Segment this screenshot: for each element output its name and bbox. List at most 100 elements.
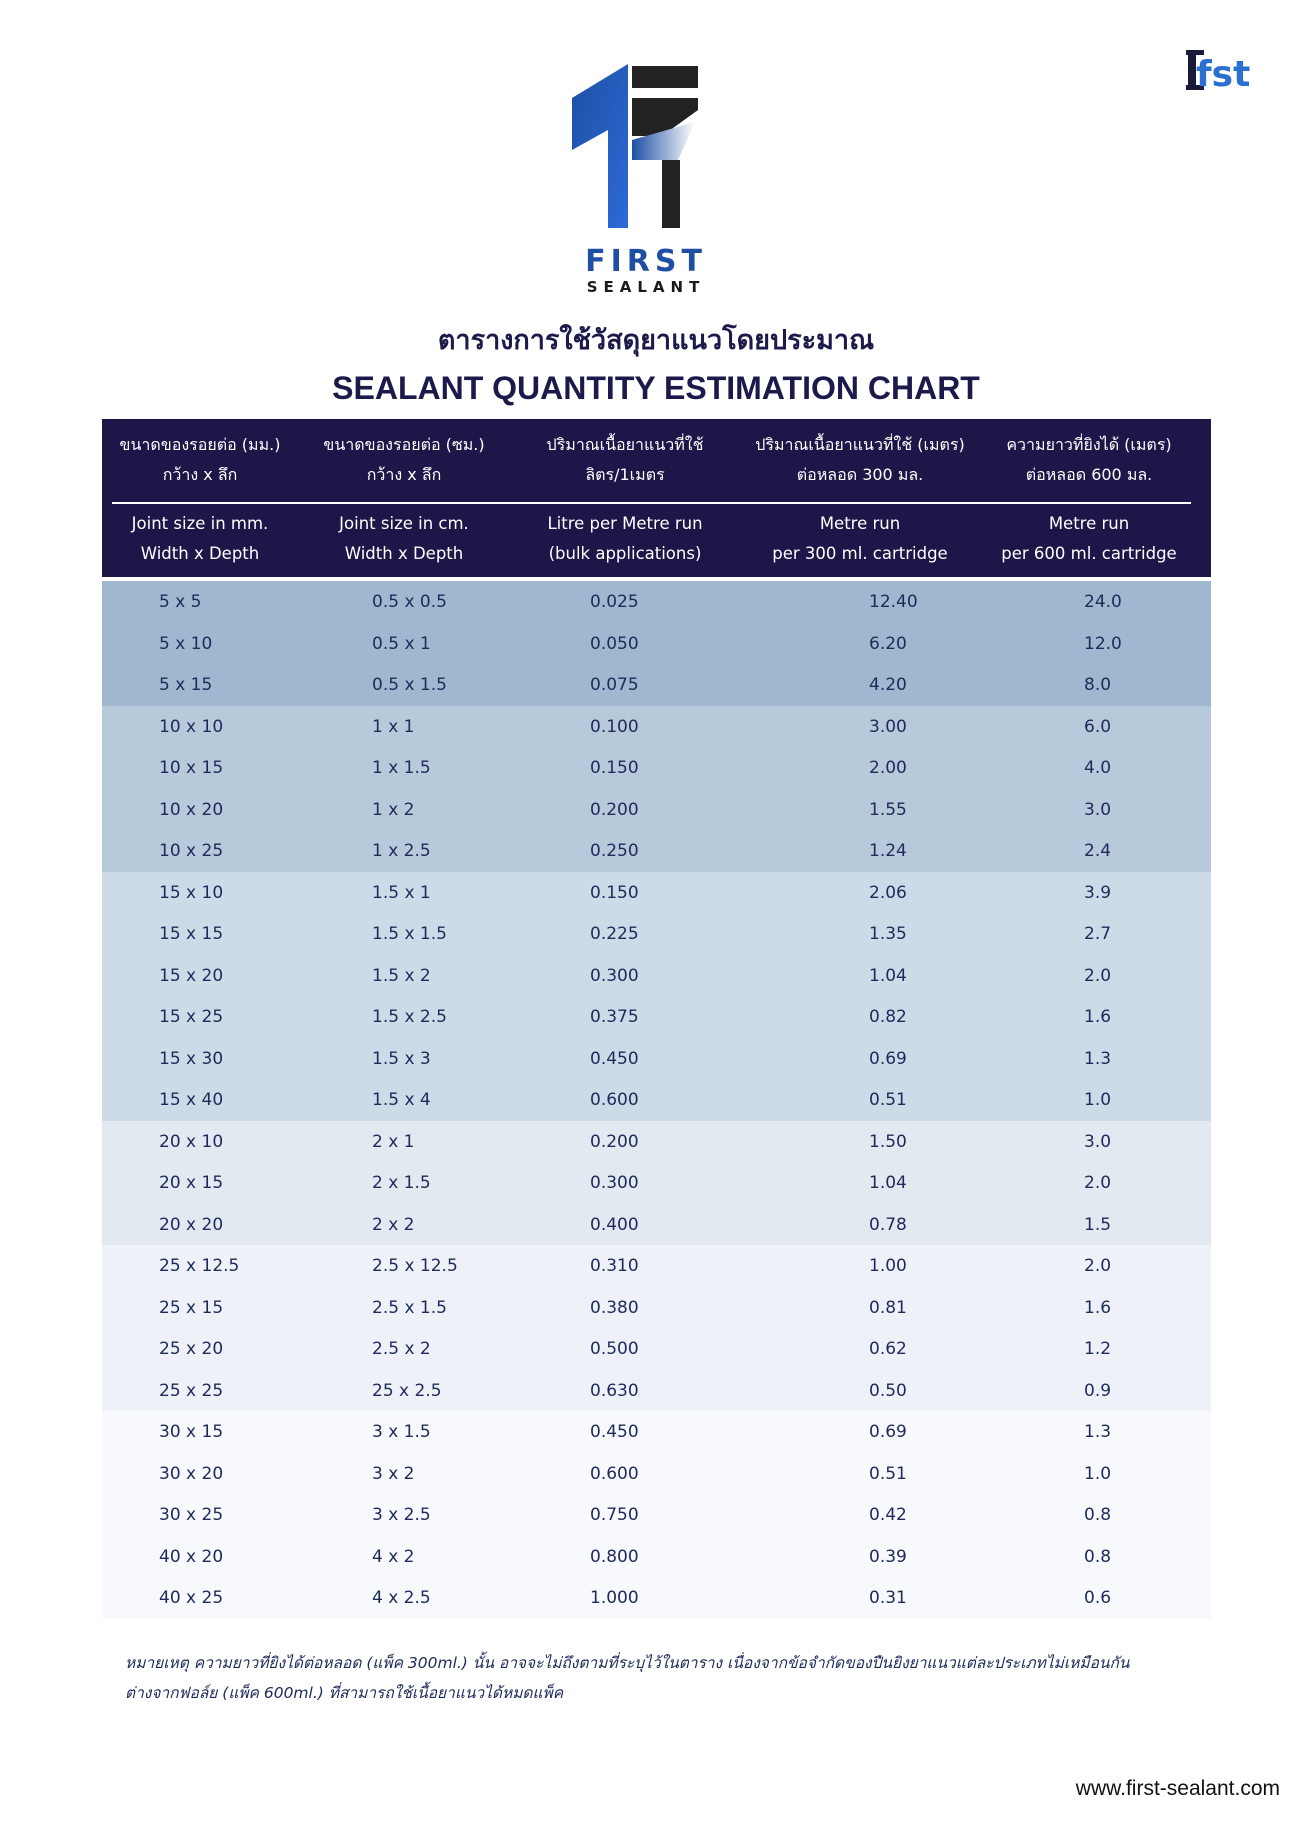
header-col-cm-thai: ขนาดของรอยต่อ (ซม.) กว้าง x ลึก [323, 435, 485, 484]
table-row: 25 x 20 2.5 x 2 0.500 0.62 1.2 [102, 1328, 1211, 1370]
table-row: 25 x 12.5 2.5 x 12.5 0.310 1.00 2.0 [102, 1245, 1211, 1287]
cell-litre-per-metre: 0.380 [590, 1297, 639, 1318]
cell-joint-mm: 25 x 15 [159, 1297, 224, 1318]
cell-metre-per-300ml: 2.00 [869, 758, 907, 778]
table-row: 15 x 40 1.5 x 4 0.600 0.51 1.0 [102, 1079, 1211, 1121]
cell-joint-cm: 0.5 x 1.5 [372, 675, 447, 695]
cell-metre-per-600ml: 8.0 [1084, 675, 1112, 695]
cell-litre-per-metre: 0.400 [590, 1214, 639, 1235]
cell-metre-per-300ml: 1.04 [869, 1173, 907, 1193]
table-row: 10 x 15 1 x 1.5 0.150 2.00 4.0 [102, 747, 1211, 789]
cell-metre-per-600ml: 24.0 [1084, 592, 1122, 612]
cell-joint-mm: 30 x 15 [159, 1422, 224, 1442]
cell-metre-per-600ml: 1.0 [1084, 1463, 1112, 1484]
cell-metre-per-600ml: 2.0 [1084, 1256, 1112, 1276]
cell-joint-mm: 40 x 20 [159, 1546, 224, 1567]
page-title-thai: ตารางการใช้วัสดุยาแนวโดยประมาณ [437, 325, 875, 356]
table-row: 20 x 10 2 x 1 0.200 1.50 3.0 [102, 1120, 1211, 1162]
cell-litre-per-metre: 0.500 [590, 1339, 639, 1359]
cell-litre-per-metre: 1.000 [590, 1588, 639, 1608]
cell-joint-cm: 3 x 2.5 [372, 1505, 431, 1525]
brand-name-sealant: SEALANT [586, 278, 706, 296]
cell-metre-per-600ml: 3.0 [1084, 1131, 1112, 1152]
cell-litre-per-metre: 0.025 [590, 592, 639, 612]
cell-metre-per-300ml: 0.69 [869, 1048, 907, 1069]
cell-metre-per-600ml: 1.5 [1084, 1214, 1112, 1235]
cell-metre-per-600ml: 3.9 [1084, 882, 1112, 903]
footnote-line-2: ต่างจากฟอล์ย (แพ็ค 600ml.) ที่สามารถใช้เ… [125, 1684, 564, 1702]
cell-joint-cm: 2.5 x 12.5 [372, 1256, 458, 1276]
cell-metre-per-600ml: 1.3 [1084, 1422, 1112, 1442]
table-row: 10 x 10 1 x 1 0.100 3.00 6.0 [102, 705, 1211, 747]
cell-litre-per-metre: 0.075 [590, 675, 639, 695]
cell-metre-per-600ml: 2.7 [1084, 924, 1112, 944]
cell-joint-cm: 3 x 1.5 [372, 1422, 431, 1442]
cell-litre-per-metre: 0.450 [590, 1048, 639, 1069]
table-row: 10 x 25 1 x 2.5 0.250 1.24 2.4 [102, 830, 1211, 872]
cell-joint-mm: 20 x 15 [159, 1173, 224, 1193]
table-row: 5 x 5 0.5 x 0.5 0.025 12.40 24.0 [102, 581, 1211, 623]
cell-litre-per-metre: 0.225 [590, 924, 639, 944]
cell-joint-mm: 30 x 20 [159, 1463, 224, 1484]
cell-metre-per-600ml: 0.8 [1084, 1546, 1112, 1567]
cell-joint-mm: 15 x 10 [159, 882, 224, 903]
table-row: 25 x 15 2.5 x 1.5 0.380 0.81 1.6 [102, 1286, 1211, 1328]
cell-metre-per-600ml: 0.9 [1084, 1380, 1112, 1401]
cell-metre-per-300ml: 0.31 [869, 1588, 907, 1608]
cell-metre-per-300ml: 0.50 [869, 1380, 907, 1401]
table-body: 5 x 5 0.5 x 0.5 0.025 12.40 24.0 5 x 10 0.5 x … [102, 581, 1211, 1619]
cell-metre-per-600ml: 1.2 [1084, 1339, 1112, 1359]
cell-joint-cm: 0.5 x 0.5 [372, 592, 447, 612]
table-row: 15 x 10 1.5 x 1 0.150 2.06 3.9 [102, 871, 1211, 913]
brand-name-first: FIRST [585, 244, 707, 279]
cell-metre-per-600ml: 6.0 [1084, 716, 1112, 737]
cell-metre-per-600ml: 2.0 [1084, 1173, 1112, 1193]
header-col-cm-english: Joint size in cm. Width x Depth [339, 514, 469, 563]
cell-joint-mm: 40 x 25 [159, 1588, 224, 1608]
cell-joint-mm: 15 x 15 [159, 924, 224, 944]
cell-joint-mm: 15 x 20 [159, 965, 224, 986]
cell-litre-per-metre: 0.750 [590, 1505, 639, 1525]
table-row: 10 x 20 1 x 2 0.200 1.55 3.0 [102, 788, 1211, 830]
cell-metre-per-300ml: 1.04 [869, 965, 907, 986]
cell-joint-cm: 1 x 2.5 [372, 841, 431, 861]
cell-litre-per-metre: 0.310 [590, 1256, 639, 1276]
cell-joint-mm: 20 x 20 [159, 1214, 224, 1235]
svg-text:fst: fst [1196, 54, 1250, 95]
cell-joint-mm: 5 x 5 [159, 592, 202, 612]
cell-metre-per-300ml: 0.42 [869, 1505, 907, 1525]
cell-litre-per-metre: 0.450 [590, 1422, 639, 1442]
cell-litre-per-metre: 0.200 [590, 799, 639, 820]
cell-joint-mm: 25 x 12.5 [159, 1256, 240, 1276]
cell-metre-per-600ml: 3.0 [1084, 799, 1112, 820]
cell-litre-per-metre: 0.150 [590, 882, 639, 903]
first-sealant-logo-mark [572, 64, 698, 228]
cell-joint-mm: 10 x 20 [159, 799, 224, 820]
estimation-table: ขนาดของรอยต่อ (มม.) กว้าง x ลึก ขนาดของรอ… [102, 419, 1211, 1619]
cell-metre-per-300ml: 2.06 [869, 882, 907, 903]
cell-litre-per-metre: 0.300 [590, 1173, 639, 1193]
cell-joint-cm: 0.5 x 1 [372, 633, 431, 654]
fst-corner-logo: fst [1186, 50, 1250, 95]
cell-litre-per-metre: 0.250 [590, 841, 639, 861]
cell-litre-per-metre: 0.630 [590, 1380, 639, 1401]
cell-litre-per-metre: 0.100 [590, 716, 639, 737]
cell-metre-per-600ml: 1.6 [1084, 1007, 1112, 1027]
cell-joint-cm: 1.5 x 1 [372, 882, 431, 903]
table-row: 15 x 30 1.5 x 3 0.450 0.69 1.3 [102, 1037, 1211, 1079]
cell-metre-per-300ml: 1.24 [869, 841, 907, 861]
website-url: www.first-sealant.com [1075, 1777, 1280, 1800]
table-row: 20 x 15 2 x 1.5 0.300 1.04 2.0 [102, 1162, 1211, 1204]
table-row: 40 x 20 4 x 2 0.800 0.39 0.8 [102, 1535, 1211, 1577]
cell-joint-mm: 15 x 30 [159, 1048, 224, 1069]
cell-litre-per-metre: 0.375 [590, 1007, 639, 1027]
cell-joint-mm: 20 x 10 [159, 1131, 224, 1152]
table-row: 25 x 25 25 x 2.5 0.630 0.50 0.9 [102, 1369, 1211, 1411]
cell-metre-per-300ml: 0.51 [869, 1463, 907, 1484]
header-col-litre-thai: ปริมาณเนื้อยาแนวที่ใช้ ลิตร/1เมตร [546, 435, 704, 484]
cell-metre-per-300ml: 12.40 [869, 592, 918, 612]
cell-joint-cm: 2.5 x 1.5 [372, 1297, 447, 1318]
cell-joint-cm: 1.5 x 3 [372, 1048, 431, 1069]
cell-joint-mm: 10 x 10 [159, 716, 224, 737]
header-col-mm-english: Joint size in mm. Width x Depth [131, 514, 269, 563]
